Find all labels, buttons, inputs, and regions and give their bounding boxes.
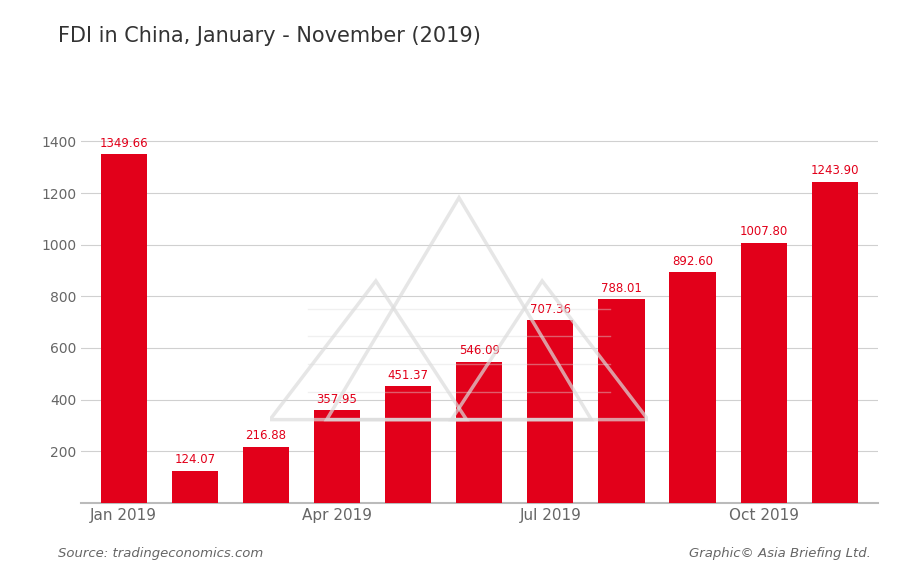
Text: 1243.90: 1243.90 [811, 164, 859, 177]
Text: 892.60: 892.60 [672, 255, 713, 268]
Bar [456, 362, 502, 503]
Text: 124.07: 124.07 [175, 453, 215, 466]
Bar [314, 410, 360, 503]
Bar [598, 299, 644, 503]
Text: 1349.66: 1349.66 [99, 137, 148, 150]
Text: 451.37: 451.37 [388, 369, 428, 381]
Text: 216.88: 216.88 [246, 429, 286, 442]
Bar [385, 386, 431, 503]
Text: 707.36: 707.36 [530, 303, 571, 316]
Bar [527, 320, 573, 503]
Text: Graphic© Asia Briefing Ltd.: Graphic© Asia Briefing Ltd. [689, 547, 871, 560]
Text: 1007.80: 1007.80 [740, 225, 788, 238]
Text: Source: tradingeconomics.com: Source: tradingeconomics.com [58, 547, 264, 560]
Text: FDI in China, January - November (2019): FDI in China, January - November (2019) [58, 26, 482, 46]
Bar [172, 471, 218, 503]
Bar [243, 447, 289, 503]
Bar [101, 154, 147, 503]
Text: 546.09: 546.09 [459, 344, 500, 357]
Bar [741, 243, 787, 503]
Bar [670, 272, 716, 503]
Text: 788.01: 788.01 [601, 281, 642, 295]
Text: 357.95: 357.95 [317, 393, 357, 406]
Bar [812, 181, 858, 503]
